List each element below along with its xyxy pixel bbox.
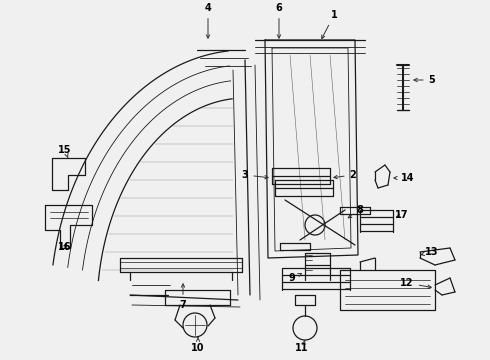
Text: 4: 4	[205, 3, 211, 38]
Text: 17: 17	[395, 210, 409, 220]
Text: 10: 10	[191, 337, 205, 353]
Text: 5: 5	[414, 75, 436, 85]
Text: 16: 16	[58, 242, 72, 252]
Text: 15: 15	[58, 145, 72, 158]
Text: 8: 8	[348, 205, 364, 218]
Text: 11: 11	[295, 340, 309, 353]
Text: 3: 3	[242, 170, 268, 180]
Text: 9: 9	[289, 273, 301, 283]
Text: 13: 13	[421, 247, 439, 257]
Text: 14: 14	[394, 173, 415, 183]
Text: 1: 1	[322, 10, 338, 39]
Text: 7: 7	[180, 284, 186, 310]
Text: 12: 12	[400, 278, 431, 288]
Text: 6: 6	[275, 3, 282, 38]
Text: 2: 2	[334, 170, 356, 180]
